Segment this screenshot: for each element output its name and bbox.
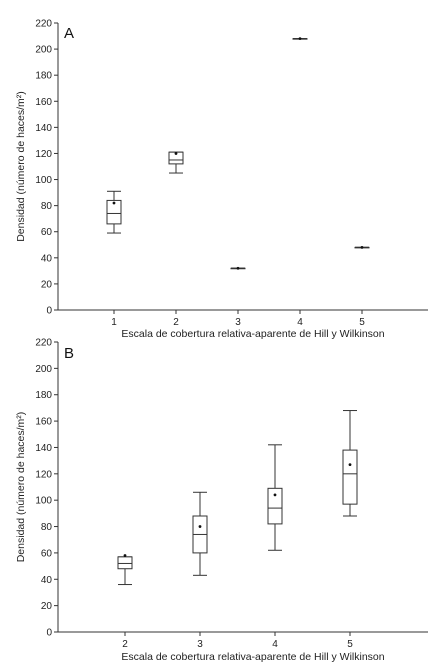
x-tick-label: 2 bbox=[173, 317, 179, 328]
y-tick-label: 180 bbox=[35, 390, 52, 401]
mean-point bbox=[298, 37, 302, 41]
y-tick-label: 140 bbox=[35, 443, 52, 454]
mean-point bbox=[123, 554, 127, 557]
y-tick-label: 200 bbox=[35, 364, 52, 375]
y-tick-label: 0 bbox=[46, 306, 52, 317]
iqr-box bbox=[106, 199, 122, 225]
y-tick-label: 20 bbox=[41, 601, 53, 612]
box-3 bbox=[230, 266, 246, 270]
mean-point bbox=[236, 266, 240, 270]
x-tick-label: 3 bbox=[235, 317, 241, 328]
iqr-box bbox=[342, 449, 358, 505]
chart-panel-a: 0 20 40 60 80 100 120 140 160 180 200 220 1 2 3 4 5Escal… bbox=[15, 19, 428, 340]
y-tick-label: 40 bbox=[41, 253, 53, 264]
box-2 bbox=[168, 151, 184, 174]
y-axis-title: Densidad (número de haces/m²) bbox=[15, 91, 27, 242]
y-tick-label: 100 bbox=[35, 175, 52, 186]
x-tick-label: 5 bbox=[359, 317, 365, 328]
y-tick-label: 40 bbox=[41, 575, 53, 586]
y-tick-label: 20 bbox=[41, 279, 53, 290]
y-tick-label: 160 bbox=[35, 97, 52, 108]
x-axis-title: Escala de cobertura relativa-aparente de… bbox=[121, 328, 384, 340]
y-tick-label: 120 bbox=[35, 149, 52, 160]
x-tick-label: 4 bbox=[297, 317, 303, 328]
box-5 bbox=[354, 245, 370, 249]
y-tick-label: 60 bbox=[41, 548, 53, 559]
iqr-box bbox=[267, 487, 283, 525]
x-tick-label: 3 bbox=[197, 639, 203, 650]
box-3 bbox=[192, 491, 208, 576]
mean-point bbox=[273, 493, 277, 497]
mean-point bbox=[198, 525, 202, 528]
y-axis-title: Densidad (número de haces/m²) bbox=[15, 412, 27, 563]
x-tick-label: 2 bbox=[122, 639, 128, 650]
box-4 bbox=[292, 37, 308, 41]
panel-label: B bbox=[64, 345, 74, 362]
x-tick-label: 5 bbox=[347, 639, 353, 650]
mean-point bbox=[360, 245, 364, 249]
y-tick-label: 120 bbox=[35, 469, 52, 480]
y-tick-label: 140 bbox=[35, 123, 52, 134]
y-tick-label: 80 bbox=[41, 201, 53, 212]
chart-panel-b: 0 20 40 60 80 100 120 140 160 180 200 220 2 3 4 5Escala… bbox=[15, 338, 428, 663]
x-tick-label: 1 bbox=[111, 317, 117, 328]
y-tick-label: 220 bbox=[35, 19, 52, 30]
y-tick-label: 160 bbox=[35, 417, 52, 428]
y-tick-label: 0 bbox=[46, 628, 52, 639]
iqr-box bbox=[117, 556, 133, 570]
box-4 bbox=[267, 444, 283, 551]
x-axis-title: Escala de cobertura relativa-aparente de… bbox=[121, 651, 384, 663]
mean-point bbox=[174, 152, 178, 155]
mean-point bbox=[348, 463, 352, 466]
y-tick-label: 100 bbox=[35, 496, 52, 507]
y-tick-label: 220 bbox=[35, 338, 52, 349]
box-1 bbox=[106, 190, 122, 234]
y-tick-label: 80 bbox=[41, 522, 53, 533]
box-5 bbox=[342, 410, 358, 517]
y-tick-label: 200 bbox=[35, 45, 52, 56]
y-tick-label: 60 bbox=[41, 227, 53, 238]
y-tick-label: 180 bbox=[35, 71, 52, 82]
panel-label: A bbox=[64, 25, 74, 42]
mean-point bbox=[112, 201, 116, 205]
x-tick-label: 4 bbox=[272, 639, 278, 650]
box-2 bbox=[117, 554, 133, 586]
